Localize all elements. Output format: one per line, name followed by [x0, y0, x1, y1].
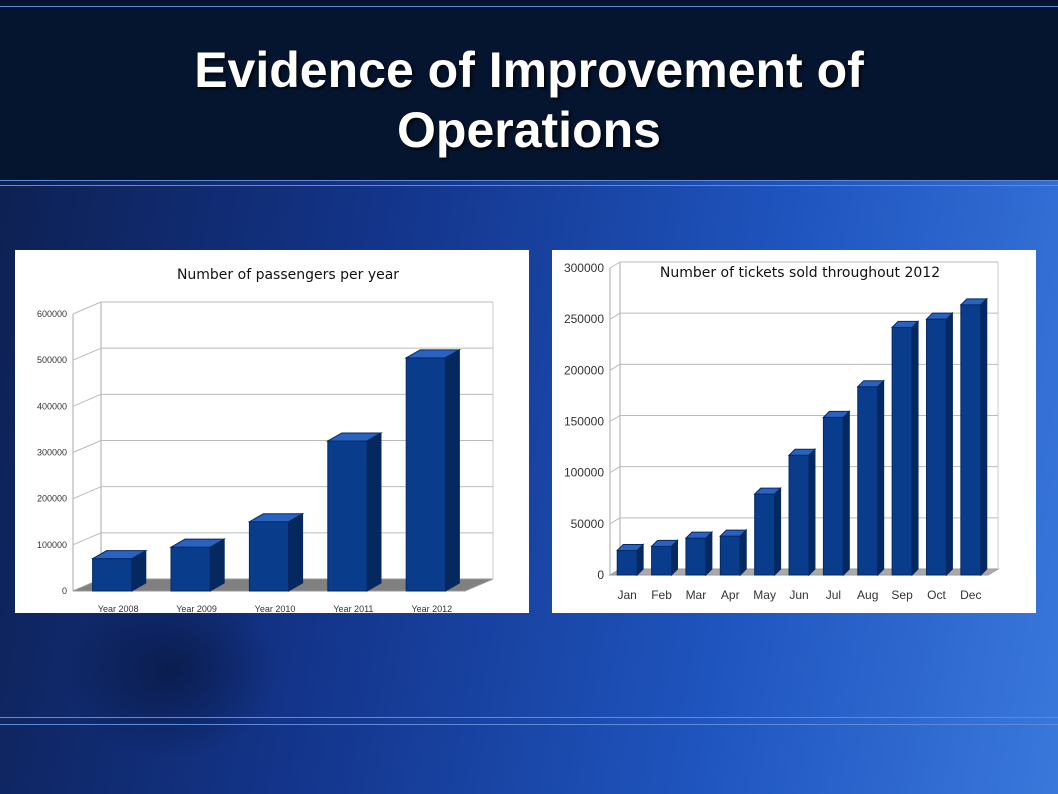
gridline-diag: [72, 486, 102, 500]
x-tick-label: Jan: [618, 588, 637, 602]
x-tick-label: Dec: [960, 588, 981, 602]
gridline-diag: [72, 440, 102, 453]
passengers-chart-panel: 0 100000 200000 300000 400000 500000 600000 Num…: [15, 250, 529, 613]
x-tick-label: Year 2010: [255, 604, 296, 613]
gridline-diag: [609, 415, 621, 422]
bar-aug: [856, 379, 885, 577]
y-tick-label: 300000: [37, 448, 67, 458]
chart-title: Number of tickets sold throughout 2012: [660, 265, 940, 281]
y-tick-label: 150000: [564, 415, 604, 429]
bottom-divider-1: [0, 717, 1058, 718]
gridline-diag: [609, 517, 621, 525]
y-tick-label: 600000: [37, 309, 67, 319]
y-tick-label: 200000: [37, 494, 67, 504]
y-tick-label: 300000: [564, 261, 604, 275]
y-tick-label: 200000: [564, 363, 604, 377]
y-tick-label: 0: [597, 568, 604, 582]
x-tick-label: Year 2008: [98, 604, 139, 613]
bar-jun: [787, 448, 817, 577]
y-tick-label: 400000: [37, 401, 67, 411]
x-tick-label: Feb: [651, 588, 672, 602]
y-tick-label: 0: [62, 586, 67, 596]
gridline-diag: [72, 532, 102, 546]
x-tick-label: Sep: [891, 588, 913, 602]
slide-title-line1: Evidence of Improvement of: [194, 42, 864, 98]
y-tick-label: 100000: [37, 540, 67, 550]
y-tick-label: 500000: [37, 355, 67, 365]
x-tick-label: Mar: [686, 588, 707, 602]
bar-year-2009: [169, 538, 227, 592]
bar-jan: [616, 543, 645, 577]
title-band: [0, 0, 1058, 180]
bar-may: [753, 486, 782, 577]
bar-jul: [822, 410, 851, 577]
bar-year-2011: [325, 432, 383, 592]
x-tick-label: Year 2009: [176, 604, 217, 613]
chart-title: Number of passengers per year: [177, 267, 399, 283]
bar-mar: [684, 530, 714, 577]
y-tick-label: 100000: [564, 466, 604, 480]
x-tick-label: Jun: [789, 588, 808, 602]
bar-oct: [925, 311, 954, 577]
bar-year-2010: [247, 512, 305, 592]
x-tick-label: Aug: [857, 588, 878, 602]
x-tick-label: Apr: [721, 588, 740, 602]
x-tick-label: Jul: [826, 588, 841, 602]
gridline-diag: [609, 312, 621, 320]
bar-dec: [959, 297, 988, 577]
gridline-diag: [72, 301, 102, 315]
y-tick-label: 250000: [564, 312, 604, 326]
bar-year-2012: [404, 348, 462, 592]
bar-sep: [890, 320, 920, 577]
top-divider: [0, 6, 1058, 7]
x-tick-label: Year 2011: [333, 604, 373, 613]
tickets-chart: 0 50000 100000 150000 200000 250000 300000 Numb…: [564, 261, 1000, 602]
x-tick-label: Year 2012: [411, 604, 452, 613]
tickets-chart-panel: 0 50000 100000 150000 200000 250000 300000 Numb…: [552, 250, 1036, 613]
y-tick-label: 50000: [571, 517, 605, 531]
gridline-diag: [609, 466, 621, 474]
title-divider-2: [0, 185, 1058, 186]
gridline-diag: [72, 347, 102, 361]
passengers-chart: 0 100000 200000 300000 400000 500000 600000 Num…: [37, 267, 494, 613]
x-tick-label: Oct: [927, 588, 946, 602]
bottom-divider-2: [0, 724, 1058, 725]
slide-title-line2: Operations: [397, 102, 661, 158]
gridline-diag: [609, 363, 621, 371]
bar-apr: [719, 528, 748, 577]
gridline-diag: [72, 393, 102, 407]
title-divider-1: [0, 180, 1058, 181]
bar-year-2008: [90, 549, 148, 592]
x-tick-label: May: [753, 588, 776, 602]
bar-feb: [650, 539, 679, 577]
slide-title: Evidence of Improvement of Operations: [0, 40, 1058, 160]
gridline-diag: [609, 261, 621, 269]
